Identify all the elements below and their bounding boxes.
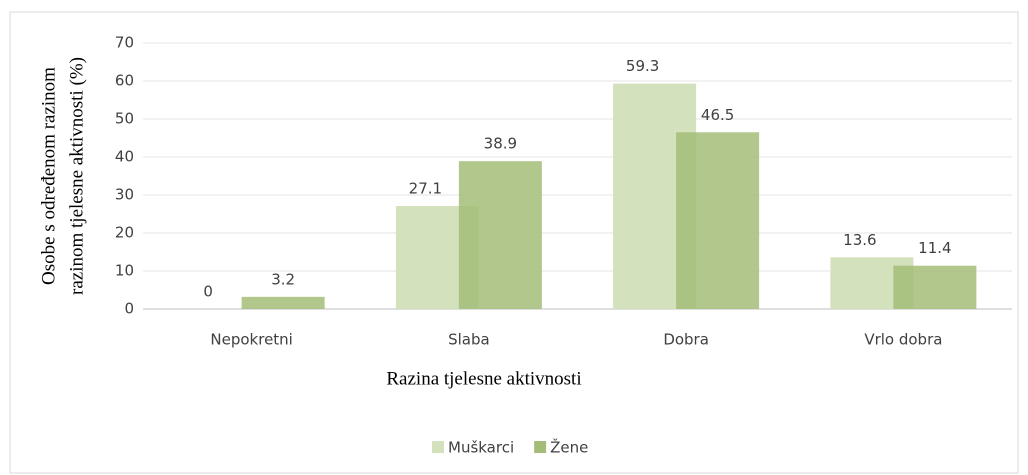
- legend-label: Žene: [550, 438, 588, 457]
- x-tick-label: Slaba: [448, 331, 490, 349]
- data-label: 46.5: [701, 106, 734, 124]
- bar: [893, 265, 977, 309]
- data-label: 11.4: [918, 239, 951, 257]
- x-tick-label: Nepokretni: [210, 331, 292, 349]
- legend-label: Muškarci: [448, 439, 514, 457]
- y-tick-label: 60: [115, 72, 134, 90]
- bar: [676, 132, 760, 309]
- y-axis-label: Osobe s određenom razinom: [38, 67, 59, 285]
- y-axis-label: razinom tjelesne aktivnosti (%): [66, 57, 87, 295]
- data-label: 38.9: [484, 135, 517, 153]
- x-axis-label: Razina tjelesne aktivnosti: [386, 368, 581, 389]
- legend-swatch: [534, 441, 547, 453]
- x-tick-label: Dobra: [663, 331, 709, 349]
- y-tick-label: 10: [115, 262, 134, 280]
- data-label: 0: [203, 283, 213, 301]
- bar: [458, 161, 542, 309]
- y-tick-label: 30: [115, 186, 134, 204]
- y-tick-label: 40: [115, 148, 134, 166]
- y-tick-label: 70: [115, 34, 134, 52]
- data-label: 59.3: [626, 57, 659, 75]
- y-tick-label: 50: [115, 110, 134, 128]
- data-label: 27.1: [409, 180, 442, 198]
- y-tick-label: 0: [124, 300, 134, 318]
- x-tick-label: Vrlo dobra: [864, 331, 942, 349]
- legend-swatch: [432, 441, 444, 453]
- data-label: 3.2: [271, 270, 295, 288]
- data-label: 13.6: [843, 231, 876, 249]
- y-tick-label: 20: [115, 224, 134, 242]
- bar: [241, 296, 325, 309]
